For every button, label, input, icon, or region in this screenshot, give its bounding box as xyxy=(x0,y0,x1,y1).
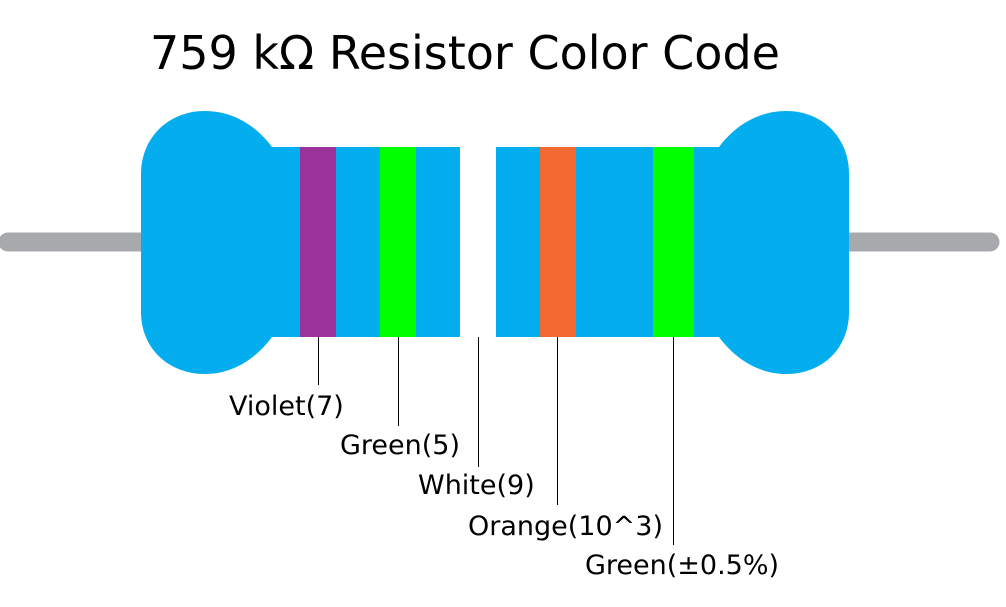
band-1-violet xyxy=(300,147,336,337)
color-bands xyxy=(300,147,694,337)
band-2-label: Green(5) xyxy=(340,430,461,461)
band-2-green xyxy=(380,147,416,337)
band-1-label: Violet(7) xyxy=(229,391,344,422)
band-4-orange xyxy=(540,147,576,337)
band-3-white xyxy=(460,147,496,337)
resistor-left-cap xyxy=(141,111,272,374)
page-title: 759 kΩ Resistor Color Code xyxy=(150,26,780,80)
band-5-green xyxy=(653,147,694,337)
band-3-label: White(9) xyxy=(418,470,535,501)
band-5-label: Green(±0.5%) xyxy=(585,550,780,581)
band-4-label: Orange(10^3) xyxy=(468,511,663,542)
leader-lines xyxy=(318,337,674,545)
resistor-right-cap xyxy=(719,111,849,374)
